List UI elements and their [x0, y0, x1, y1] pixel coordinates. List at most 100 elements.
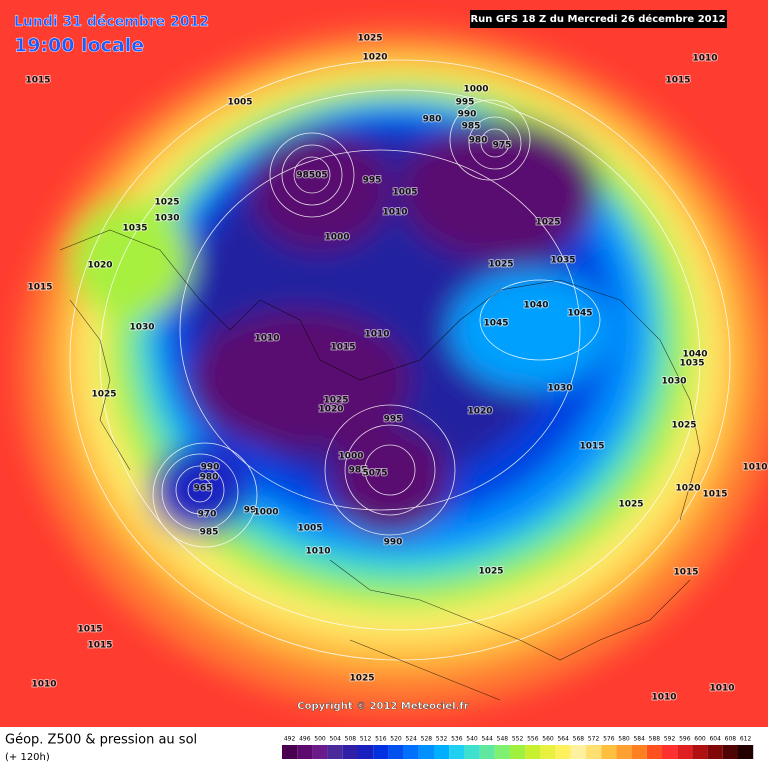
isobar-label: 1035 [679, 359, 704, 369]
isobar-label: 1020 [318, 405, 343, 415]
isobar-label: 975 [493, 141, 512, 151]
isobar-label: 1010 [742, 463, 767, 473]
colorbar-label: 576 [603, 736, 615, 743]
isobar-label: 985 [349, 466, 368, 476]
colorbar-cell [570, 745, 586, 759]
colorbar-cell [403, 745, 419, 759]
lead-time: (+ 120h) [5, 752, 50, 763]
colorbar-label: 572 [588, 736, 600, 743]
colorbar-cell [373, 745, 389, 759]
colorbar-label: 584 [633, 736, 645, 743]
colorbar-cell [662, 745, 678, 759]
colorbar-cell [464, 745, 480, 759]
colorbar-cell [327, 745, 343, 759]
isobar-label: 990 [384, 538, 403, 548]
isobar-label: 1035 [122, 224, 147, 234]
colorbar-label: 508 [345, 736, 357, 743]
isobar-label: 1030 [547, 384, 572, 394]
isobar-label: 1015 [330, 343, 355, 353]
isobar-label: 1000 [463, 85, 488, 95]
colorbar-cell [646, 745, 662, 759]
isobar-label: 1045 [567, 309, 592, 319]
colorbar-label: 552 [512, 736, 524, 743]
isobar-label: 1010 [692, 54, 717, 64]
colorbar-cell [540, 745, 556, 759]
colorbar-label: 560 [542, 736, 554, 743]
isobar-label: 965 [194, 484, 213, 494]
colorbar-cell [586, 745, 602, 759]
colorbar-label: 588 [649, 736, 661, 743]
isobar-label: 1015 [87, 641, 112, 651]
isobar-label: 1025 [488, 260, 513, 270]
colorbar-cell [418, 745, 434, 759]
colorbar-label: 496 [299, 736, 311, 743]
isobar-label: 1010 [31, 680, 56, 690]
colorbar-cell [342, 745, 358, 759]
colorbar-label: 596 [679, 736, 691, 743]
isobar-label: 1010 [305, 547, 330, 557]
colorbar-label: 516 [375, 736, 387, 743]
isobar-label: 1015 [673, 568, 698, 578]
colorbar-label: 556 [527, 736, 539, 743]
isobar-label: 1025 [323, 396, 348, 406]
run-box [470, 10, 727, 28]
isobar-label: 1015 [27, 283, 52, 293]
isobar-label: 1015 [579, 442, 604, 452]
isobar-label: 1015 [77, 625, 102, 635]
isobar-label: 1010 [651, 693, 676, 703]
map-field [0, 0, 768, 727]
isobar-label: 985 [200, 528, 219, 538]
colorbar-label: 504 [329, 736, 341, 743]
colorbar-label: 548 [497, 736, 509, 743]
isobar-label: 1020 [675, 484, 700, 494]
isobar-label: 995 [363, 176, 382, 186]
isobar-label: 1010 [364, 330, 389, 340]
isobar-label: 1020 [467, 407, 492, 417]
isobar-label: 1025 [154, 198, 179, 208]
colorbar-cell [738, 745, 754, 759]
run-info: Run GFS 18 Z du Mercredi 26 décembre 201… [470, 13, 725, 25]
isobar-label: 1005 [392, 188, 417, 198]
colorbar-label: 608 [725, 736, 737, 743]
isobar-label: 1005 [227, 98, 252, 108]
colorbar-label: 532 [436, 736, 448, 743]
isobar-label: 1025 [349, 674, 374, 684]
isobar-label: 995 [456, 98, 475, 108]
colorbar-cell [510, 745, 526, 759]
colorbar-cell [388, 745, 404, 759]
colorbar-cell [677, 745, 693, 759]
isobar-label: 1010 [382, 208, 407, 218]
isobar-label: 980 [423, 115, 442, 125]
colorbar-cell [601, 745, 617, 759]
isobar-label: 1025 [671, 421, 696, 431]
isobar-label: 985 [462, 122, 481, 132]
isobar-label: 1025 [91, 390, 116, 400]
isobar-label: 1010 [709, 684, 734, 694]
isobar-label: 1025 [618, 500, 643, 510]
colorbar-cell [616, 745, 632, 759]
isobar-label: 1000 [324, 233, 349, 243]
colorbar-cell [434, 745, 450, 759]
colorbar-cell [479, 745, 495, 759]
isobar-label: 1000 [253, 508, 278, 518]
colorbar-label: 500 [314, 736, 326, 743]
colorbar-label: 512 [360, 736, 372, 743]
colorbar-cell [707, 745, 723, 759]
colorbar-cell [297, 745, 313, 759]
isobar-label: 980 [469, 136, 488, 146]
isobar-label: 1045 [483, 319, 508, 329]
isobar-label: 1040 [523, 301, 548, 311]
isobar-label: 1035 [550, 256, 575, 266]
colorbar: 492 496 500 504 508 512 516 520 524 528 532 536 540 5… [282, 736, 754, 759]
isobar-label: 990 [458, 110, 477, 120]
product-title: Géop. Z500 & pression au sol [5, 733, 197, 748]
isobar-label: 980 [200, 473, 219, 483]
colorbar-cell [449, 745, 465, 759]
colorbar-label: 524 [405, 736, 417, 743]
colorbar-label: 612 [740, 736, 752, 743]
isobar-label: 1040 [682, 350, 707, 360]
isobar-label: 1015 [702, 490, 727, 500]
